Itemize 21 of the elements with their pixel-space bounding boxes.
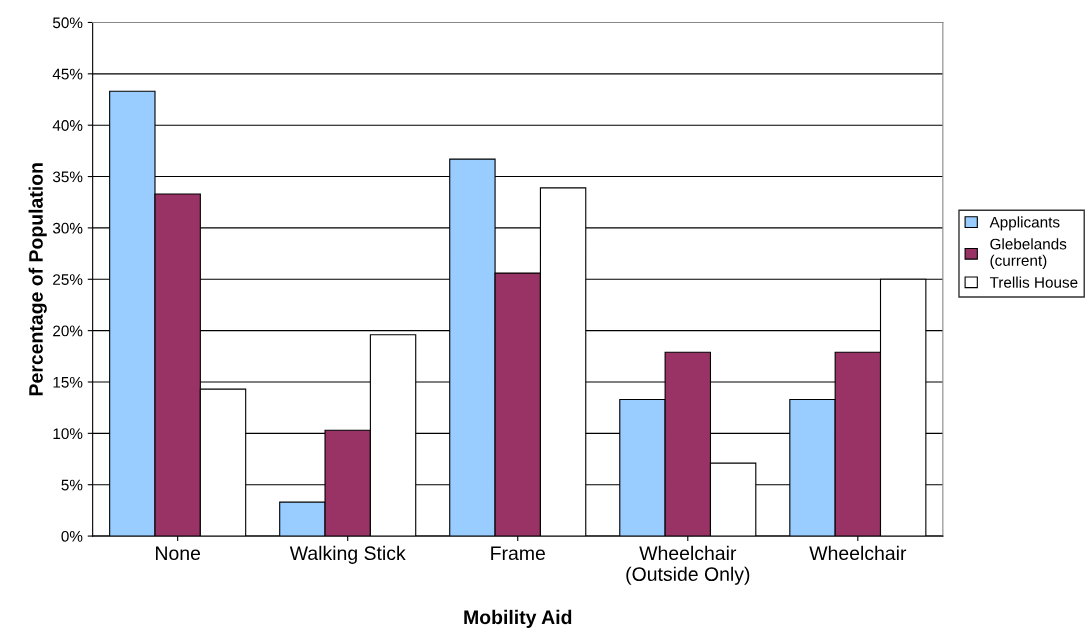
y-axis-title: Percentage of Population [28,163,47,396]
y-tick-label: 10% [53,428,83,440]
legend-label: Trellis House [989,276,1078,288]
x-tick-label: Wheelchair (Outside Only) [626,545,750,585]
x-tick-label: None [156,546,201,561]
x-tick-label: Walking Stick [289,545,406,564]
x-tick-label: Frame [491,546,545,561]
y-tick-label: 20% [53,325,83,337]
y-tick-label: 40% [52,120,83,131]
legend-label: Applicants [989,216,1060,231]
y-tick-label: 5% [61,479,83,491]
y-tick-label: 0% [61,530,83,542]
y-tick-label: 50% [52,17,83,29]
x-tick-label: Wheelchair [809,545,907,561]
y-tick-label: 15% [53,376,83,388]
y-tick-label: 45% [52,68,83,80]
legend-label: Glebelands (current) [990,238,1067,269]
y-tick-label: 35% [52,171,83,183]
y-tick-label: 30% [52,222,83,234]
y-tick-label: 25% [53,274,83,285]
x-axis-title: Mobility Aid [464,609,572,628]
